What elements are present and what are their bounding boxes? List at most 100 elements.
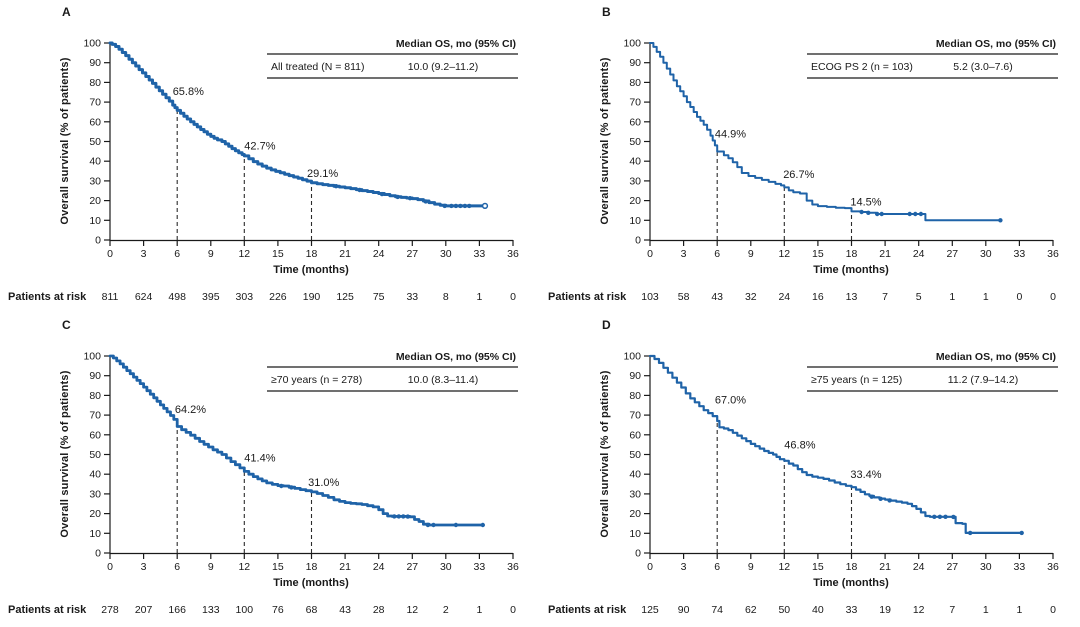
x-tick-label: 27 (946, 248, 958, 260)
censor-marker (425, 522, 431, 528)
x-axis-label: Time (months) (813, 264, 889, 276)
km-curve (108, 41, 487, 208)
at-risk-count: 58 (678, 291, 690, 303)
censor-marker (449, 203, 454, 209)
y-tick-label: 20 (629, 508, 641, 520)
censor-marker (480, 522, 485, 528)
at-risk-count: 207 (135, 604, 153, 616)
at-risk-count: 13 (846, 291, 858, 303)
censor-marker (907, 211, 912, 217)
at-risk-count: 166 (168, 604, 186, 616)
km-plot: 0 3 6 9 12 15 18 21 24 27 30 33 36010203040506070809… (623, 351, 1059, 617)
at-risk-count: 190 (303, 291, 321, 303)
censor-marker (379, 191, 385, 197)
table-group-label: ECOG PS 2 (n = 103) (811, 61, 913, 73)
y-tick-label: 70 (629, 97, 641, 109)
y-tick-label: 10 (629, 528, 641, 540)
censor-marker (937, 514, 943, 519)
y-tick-label: 70 (629, 410, 641, 422)
censor-marker (998, 218, 1003, 223)
censor-marker (951, 514, 956, 520)
at-risk-count: 125 (336, 291, 354, 303)
censor-marker (392, 514, 397, 519)
at-risk-count: 90 (678, 604, 690, 616)
x-tick-label: 15 (812, 561, 824, 573)
table-median-value: 10.0 (8.3–11.4) (408, 374, 478, 386)
y-tick-label: 50 (629, 136, 641, 148)
at-risk-count: 62 (745, 604, 757, 616)
censor-marker (1019, 530, 1024, 536)
censor-marker (943, 514, 948, 519)
y-tick-label: 30 (89, 175, 101, 187)
km-plot: 0 3 6 9 12 15 18 21 24 27 30 33 36010203040506070809… (83, 38, 519, 304)
y-axis-label: Overall survival (% of patients) (599, 370, 611, 537)
y-tick-label: 0 (635, 235, 641, 247)
km-panel-a: A Overall survival (% of patients) Time … (8, 5, 519, 304)
x-tick-label: 24 (373, 248, 385, 260)
y-tick-label: 80 (89, 77, 101, 89)
x-tick-label: 18 (846, 561, 858, 573)
at-risk-count: 76 (272, 604, 284, 616)
censor-marker (396, 514, 401, 519)
y-tick-label: 0 (635, 548, 641, 560)
y-tick-label: 100 (623, 38, 641, 50)
censor-marker (968, 530, 973, 536)
at-risk-count: 7 (949, 604, 955, 616)
x-tick-label: 9 (208, 248, 214, 260)
table-median-value: 10.0 (9.2–11.2) (408, 61, 478, 73)
at-risk-count: 1 (949, 291, 955, 303)
at-risk-count: 68 (306, 604, 318, 616)
at-risk-count: 75 (373, 291, 385, 303)
x-tick-label: 0 (647, 248, 653, 260)
km-curve (649, 42, 1002, 222)
y-tick-label: 70 (89, 97, 101, 109)
censor-marker (453, 522, 459, 528)
x-tick-label: 12 (778, 561, 790, 573)
patients-at-risk-label: Patients at risk (8, 291, 87, 303)
y-tick-label: 40 (629, 156, 641, 168)
landmark-percent-label: 44.9% (715, 129, 746, 141)
at-risk-count: 226 (269, 291, 287, 303)
y-tick-label: 50 (629, 449, 641, 461)
table-group-label: ≥75 years (n = 125) (811, 374, 902, 386)
x-axis-label: Time (months) (813, 577, 889, 589)
y-axis-label: Overall survival (% of patients) (59, 57, 71, 224)
at-risk-count: 811 (102, 291, 119, 303)
x-tick-label: 27 (406, 561, 418, 573)
at-risk-count: 278 (101, 604, 119, 616)
at-risk-count: 1 (983, 291, 989, 303)
y-tick-label: 30 (89, 488, 101, 500)
x-tick-label: 6 (714, 248, 720, 260)
at-risk-count: 19 (879, 604, 891, 616)
at-risk-count: 33 (846, 604, 858, 616)
censor-marker (866, 210, 871, 215)
landmark-percent-label: 33.4% (850, 469, 881, 481)
x-tick-label: 18 (846, 248, 858, 260)
x-tick-label: 12 (778, 248, 790, 260)
km-panel-c: C Overall survival (% of patients) Time … (8, 318, 519, 616)
landmark-percent-label: 29.1% (307, 168, 338, 180)
x-tick-label: 3 (141, 561, 147, 573)
at-risk-count: 100 (236, 604, 254, 616)
table-median-value: 5.2 (3.0–7.6) (953, 61, 1013, 73)
at-risk-count: 2 (443, 604, 449, 616)
censor-marker (395, 194, 400, 200)
at-risk-count: 43 (339, 604, 351, 616)
end-open-marker (481, 202, 489, 210)
x-tick-label: 0 (107, 561, 113, 573)
x-tick-label: 15 (272, 561, 284, 573)
x-tick-label: 30 (980, 561, 992, 573)
landmark-percent-label: 42.7% (244, 140, 275, 152)
y-tick-label: 90 (629, 370, 641, 382)
x-tick-label: 15 (272, 248, 284, 260)
x-tick-label: 12 (238, 561, 250, 573)
at-risk-count: 303 (236, 291, 254, 303)
panel-letter: B (602, 5, 611, 19)
y-tick-label: 10 (629, 215, 641, 227)
censor-marker (431, 522, 436, 528)
at-risk-count: 0 (1050, 604, 1056, 616)
at-risk-count: 7 (882, 291, 888, 303)
at-risk-count: 43 (711, 291, 723, 303)
x-tick-label: 21 (339, 248, 351, 260)
